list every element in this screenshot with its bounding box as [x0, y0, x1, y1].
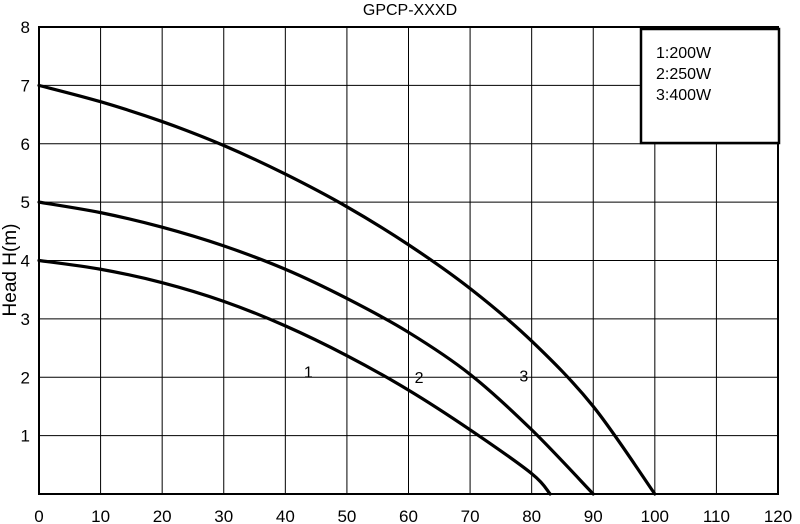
- y-axis-label: Head H(m): [0, 224, 21, 317]
- x-tick-label: 0: [34, 507, 43, 524]
- series-line-1: [37, 258, 552, 496]
- series-line-2: [37, 200, 595, 496]
- y-tick-label: 8: [21, 18, 30, 37]
- series-label-3: 3: [519, 369, 528, 386]
- x-tick-label: 60: [399, 507, 418, 524]
- series-curves: 1 2 3: [37, 83, 657, 496]
- x-tick-label: 80: [522, 507, 541, 524]
- x-tick-label: 30: [214, 507, 233, 524]
- x-tick-label: 10: [91, 507, 110, 524]
- legend-entry: 1:200W: [656, 45, 712, 62]
- chart-title: GPCP-XXXD: [363, 2, 457, 19]
- x-tick-label: 100: [641, 507, 669, 524]
- y-tick-label: 2: [21, 368, 30, 387]
- y-tick-label: 6: [21, 135, 30, 154]
- legend-frame: [639, 27, 781, 145]
- x-tick-label: 70: [461, 507, 480, 524]
- series-label-2: 2: [415, 370, 424, 387]
- series-line-3: [37, 83, 657, 496]
- x-tick-label: 90: [584, 507, 603, 524]
- legend: 1:200W 2:250W 3:400W: [639, 27, 781, 145]
- plot-frame: [38, 26, 779, 495]
- x-tick-label: 120: [764, 507, 792, 524]
- series-label-1: 1: [304, 365, 313, 382]
- legend-entry: 2:250W: [656, 66, 712, 83]
- x-tick-label: 20: [153, 507, 172, 524]
- x-tick-label: 110: [703, 507, 730, 524]
- y-tick-label: 1: [21, 427, 30, 446]
- y-tick-label: 3: [21, 310, 30, 329]
- y-tick-label: 4: [21, 252, 30, 271]
- x-tick-label: 50: [337, 507, 356, 524]
- x-tick-label: 40: [276, 507, 295, 524]
- y-tick-label: 7: [21, 76, 30, 95]
- axis-ticks: 0 10 20 30 40 50 60 70 80 90 100 110 120 1 2 3 4 5 6 7 8: [21, 18, 793, 524]
- legend-entry: 3:400W: [656, 87, 712, 104]
- y-tick-label: 5: [21, 193, 30, 212]
